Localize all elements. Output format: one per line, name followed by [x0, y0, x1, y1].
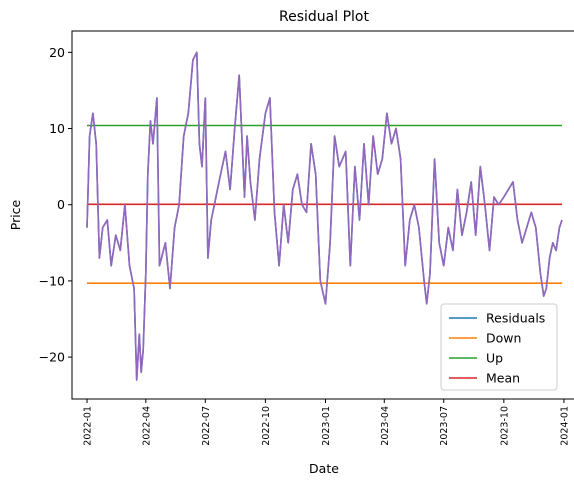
y-axis-ticks: −20 −10 0 10 20 [39, 45, 72, 365]
y-tick-label: 0 [57, 197, 65, 212]
legend-label: Down [486, 331, 521, 346]
x-axis-ticks: 2022-01 2022-04 2022-07 2022-10 2023-01 2023-… [83, 399, 570, 446]
legend-label: Mean [486, 371, 520, 386]
x-tick-label: 2023-01 [321, 406, 332, 446]
y-tick-label: −10 [39, 273, 65, 288]
legend-label: Up [486, 351, 503, 366]
y-axis-label: Price [8, 199, 23, 230]
y-tick-label: 10 [49, 121, 65, 136]
chart-title: Residual Plot [279, 9, 369, 25]
x-tick-label: 2022-01 [83, 406, 94, 446]
x-tick-label: 2024-01 [559, 406, 570, 446]
series-layer [86, 51, 563, 381]
y-tick-label: 20 [49, 45, 65, 60]
legend: Residuals Down Up Mean [440, 303, 558, 391]
y-tick-label: −20 [39, 350, 65, 365]
x-tick-label: 2022-10 [261, 406, 272, 446]
x-axis-label: Date [309, 461, 339, 476]
plot-area [71, 30, 574, 400]
x-tick-label: 2023-04 [380, 406, 391, 446]
plot-frame [71, 30, 574, 400]
legend-box [440, 303, 558, 391]
x-tick-label: 2023-07 [439, 406, 450, 446]
x-tick-label: 2022-04 [141, 406, 152, 446]
x-tick-label: 2023-10 [499, 406, 510, 446]
legend-label: Residuals [486, 311, 545, 326]
series-line-residuals-overlay [86, 51, 563, 381]
x-tick-label: 2022-07 [201, 406, 212, 446]
